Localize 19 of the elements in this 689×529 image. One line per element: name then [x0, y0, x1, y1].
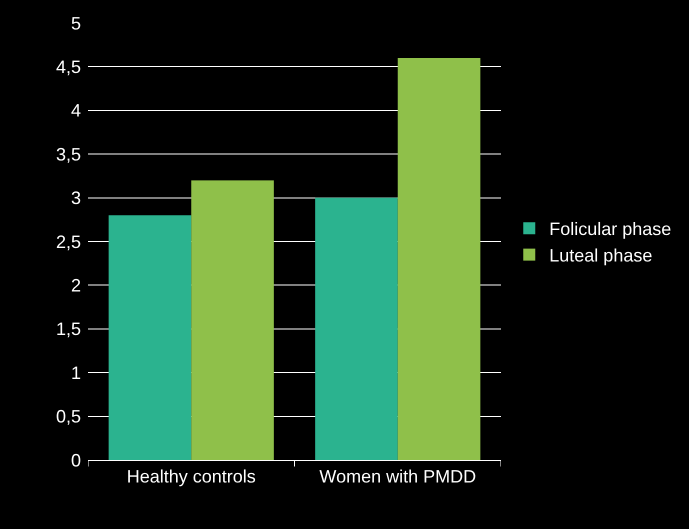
y-tick-label: 4,5	[56, 57, 81, 77]
bar	[315, 198, 398, 460]
y-tick-label: 4	[70, 100, 81, 121]
y-tick-label: 5	[70, 13, 81, 34]
x-tick-label: Women with PMDD	[319, 466, 476, 487]
x-tick-label: Healthy controls	[126, 466, 256, 487]
y-tick-label: 0,5	[56, 406, 81, 427]
y-tick-label: 2,5	[56, 232, 81, 252]
bar	[398, 58, 480, 460]
y-tick-label: 3	[70, 188, 81, 208]
legend-label: Folicular phase	[549, 219, 672, 240]
y-tick-label: 1	[70, 362, 81, 383]
bar	[108, 215, 192, 460]
bar	[191, 180, 274, 460]
y-tick-label: 2	[70, 276, 81, 296]
y-tick-label: 3,5	[56, 144, 81, 164]
y-tick-label: 1,5	[56, 319, 81, 340]
y-tick-label: 0	[70, 450, 81, 470]
legend-label: Luteal phase	[549, 246, 652, 266]
